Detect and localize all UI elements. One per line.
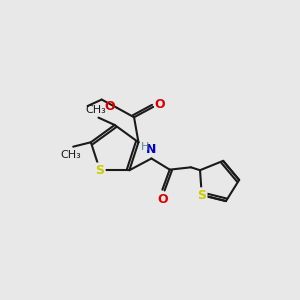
Text: N: N <box>146 143 157 156</box>
Text: O: O <box>157 193 168 206</box>
Text: S: S <box>95 164 104 177</box>
Text: O: O <box>154 98 165 111</box>
Text: S: S <box>197 189 206 202</box>
Text: CH₃: CH₃ <box>86 105 106 115</box>
Text: O: O <box>105 100 115 113</box>
Text: CH₃: CH₃ <box>60 150 81 160</box>
Text: H: H <box>141 142 149 152</box>
